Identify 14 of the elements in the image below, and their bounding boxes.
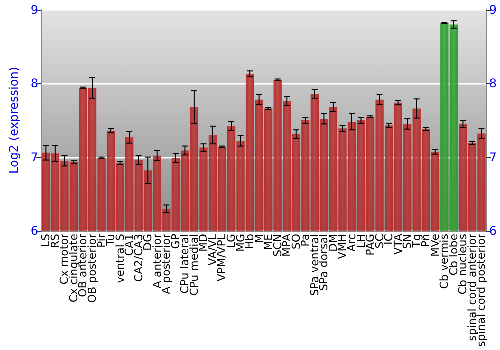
x-tick-label: Tg (410, 234, 424, 249)
y-axis-title: Log2 (expression) (7, 67, 21, 174)
y2-tick-label: 7 (489, 150, 498, 164)
y2-tick-label: 6 (489, 224, 498, 238)
y-tick-label: 7 (30, 150, 39, 164)
x-tick-label: spinal cord posterior (475, 234, 488, 348)
y2-tick-label: 8 (489, 76, 498, 91)
x-tick-label: OB posterior (86, 234, 100, 304)
y-tick-label: 8 (30, 76, 39, 91)
y-tick-label: 6 (30, 224, 39, 238)
x-tick-label: A posterior (160, 234, 174, 294)
x-tick-label: Arc (345, 234, 358, 252)
y2-tick-label: 9 (489, 3, 498, 17)
y-tick-label: 9 (30, 3, 39, 17)
